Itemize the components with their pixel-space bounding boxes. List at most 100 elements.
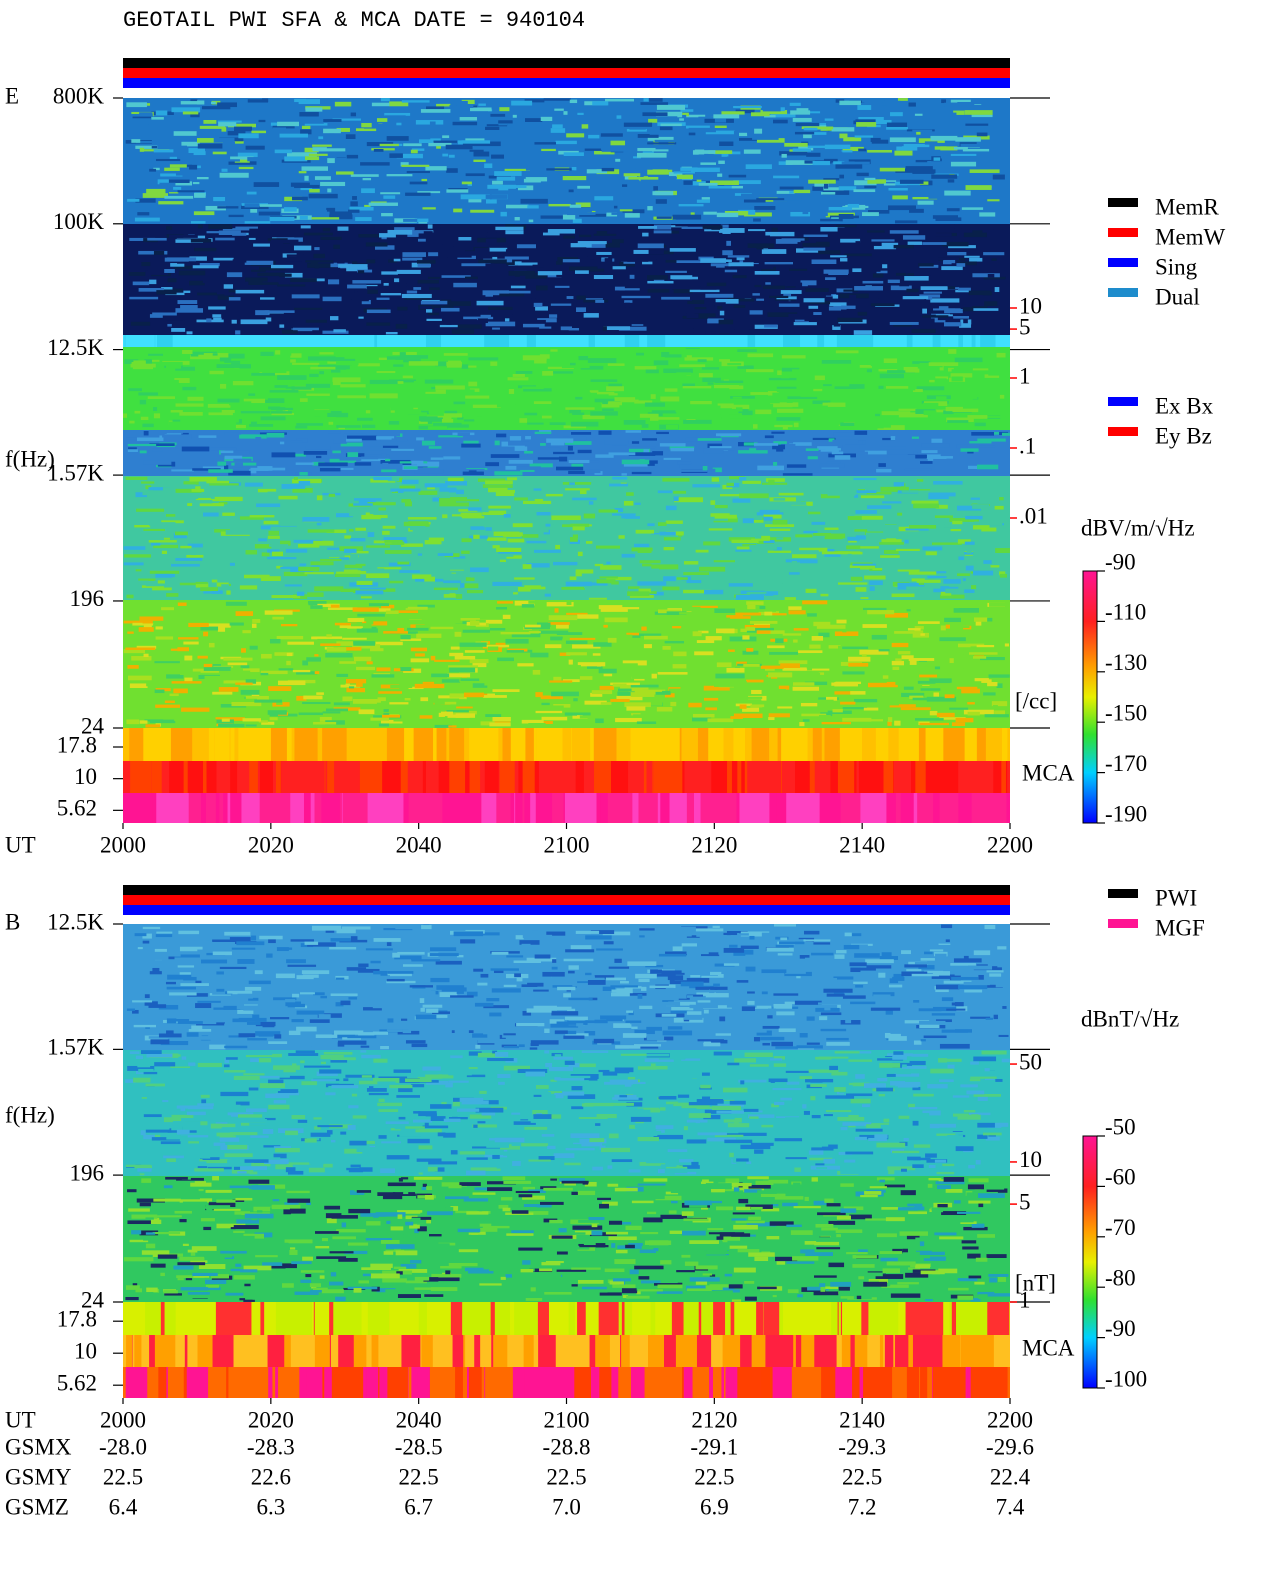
- spectrogram-cell: [273, 997, 297, 1001]
- spectrogram-cell: [455, 621, 474, 624]
- spectrogram-cell: [614, 397, 636, 402]
- spectrogram-cell: [507, 648, 528, 652]
- spectrogram-cell: [996, 683, 1003, 688]
- spectrogram-cell: [974, 188, 1004, 193]
- spectrogram-cell: [860, 495, 885, 499]
- spectrogram-cell: [441, 684, 460, 690]
- spectrogram-cell: [847, 390, 869, 395]
- spectrogram-cell: [224, 432, 241, 435]
- spectrogram-cell: [749, 986, 776, 991]
- spectrogram-cell: [393, 364, 404, 367]
- spectrogram-cell: [756, 198, 785, 201]
- spectrogram-cell: [202, 278, 225, 283]
- spectrogram-cell: [733, 130, 739, 135]
- spectrogram-cell: [803, 939, 831, 942]
- spectrogram-cell: [444, 570, 472, 573]
- spectrogram-cell: [322, 728, 347, 761]
- spectrogram-cell: [797, 517, 823, 522]
- spectrogram-cell: [876, 270, 888, 274]
- spectrogram-cell: [618, 535, 625, 539]
- spectrogram-cell: [737, 1029, 767, 1033]
- spectrogram-cell: [864, 185, 877, 189]
- spectrogram-cell: [544, 593, 552, 597]
- spectrogram-cell: [449, 693, 465, 698]
- spectrogram-cell: [499, 107, 510, 112]
- spectrogram-cell: [192, 1036, 213, 1040]
- spectrogram-cell: [145, 581, 173, 587]
- spectrogram-cell: [569, 409, 581, 414]
- spectrogram-cell: [424, 576, 435, 582]
- spectrogram-cell: [376, 118, 388, 122]
- spectrogram-cell: [212, 691, 233, 695]
- spectrogram-cell: [707, 562, 725, 566]
- spectrogram-cell: [910, 220, 933, 223]
- spectrogram-cell: [906, 288, 919, 293]
- spectrogram-cell: [887, 717, 893, 723]
- spectrogram-cell: [409, 985, 433, 988]
- spectrogram-cell: [908, 571, 937, 575]
- spectrogram-cell: [690, 400, 712, 405]
- spectrogram-cell: [192, 265, 219, 269]
- spectrogram-cell: [366, 259, 376, 264]
- spectrogram-cell: [245, 277, 268, 282]
- spectrogram-cell: [366, 322, 391, 326]
- spectrogram-cell: [676, 260, 701, 264]
- spectrogram-cell: [747, 243, 775, 249]
- spectrogram-cell: [552, 124, 563, 129]
- spectrogram-cell: [690, 167, 720, 172]
- spectrogram-cell: [968, 636, 975, 641]
- spectrogram-cell: [496, 176, 516, 181]
- spectrogram-cell: [456, 100, 468, 106]
- spectrogram-cell: [129, 267, 148, 271]
- spectrogram-cell: [134, 217, 160, 222]
- spectrogram-cell: [506, 650, 524, 653]
- spectrogram-cell: [907, 454, 927, 459]
- spectrogram-cell: [686, 935, 700, 938]
- spectrogram-cell: [882, 264, 888, 269]
- spectrogram-cell: [212, 353, 218, 356]
- spectrogram-cell: [846, 545, 861, 550]
- spectrogram-cell: [858, 267, 881, 272]
- spectrogram-cell: [550, 128, 566, 133]
- spectrogram-cell: [734, 248, 746, 252]
- spectrogram-cell: [514, 217, 520, 221]
- spectrogram-cell: [655, 111, 683, 117]
- spectrogram-cell: [485, 480, 513, 485]
- spectrogram-cell: [826, 993, 845, 997]
- spectrogram-cell: [957, 643, 985, 648]
- spectrogram-cell: [514, 272, 520, 277]
- spectrogram-cell: [571, 463, 584, 469]
- spectrogram-cell: [663, 368, 693, 373]
- spectrogram-cell: [381, 469, 397, 473]
- spectrogram-cell: [966, 550, 973, 554]
- spectrogram-cell: [453, 556, 466, 559]
- spectrogram-cell: [739, 681, 747, 684]
- spectrogram-cell: [820, 493, 840, 499]
- spectrogram-cell: [294, 728, 318, 761]
- spectrogram-cell: [842, 717, 872, 722]
- spectrogram-cell: [707, 468, 716, 474]
- spectrogram-cell: [298, 171, 307, 174]
- spectrogram-cell: [791, 560, 797, 564]
- spectrogram-cell: [381, 236, 387, 240]
- spectrogram-cell: [255, 310, 270, 316]
- spectrogram-cell: [548, 622, 570, 625]
- spectrogram-cell: [198, 728, 209, 761]
- spectrogram-cell: [260, 670, 288, 675]
- spectrogram-cell: [268, 1001, 285, 1006]
- spectrogram-cell: [743, 149, 761, 154]
- spectrogram-cell: [683, 1017, 703, 1020]
- spectrogram-cell: [180, 305, 198, 310]
- spectrogram-cell: [322, 711, 341, 714]
- spectrogram-cell: [379, 314, 395, 318]
- spectrogram-cell: [802, 600, 828, 605]
- spectrogram-cell: [486, 199, 497, 204]
- spectrogram-cell: [739, 1011, 746, 1017]
- spectrogram-cell: [564, 1016, 588, 1021]
- spectrogram-cell: [240, 689, 260, 695]
- spectrogram-cell: [480, 721, 495, 726]
- spectrogram-cell: [777, 953, 793, 956]
- spectrogram-cell: [170, 263, 185, 267]
- spectrogram-cell: [414, 469, 444, 474]
- spectrogram-cell: [277, 375, 307, 380]
